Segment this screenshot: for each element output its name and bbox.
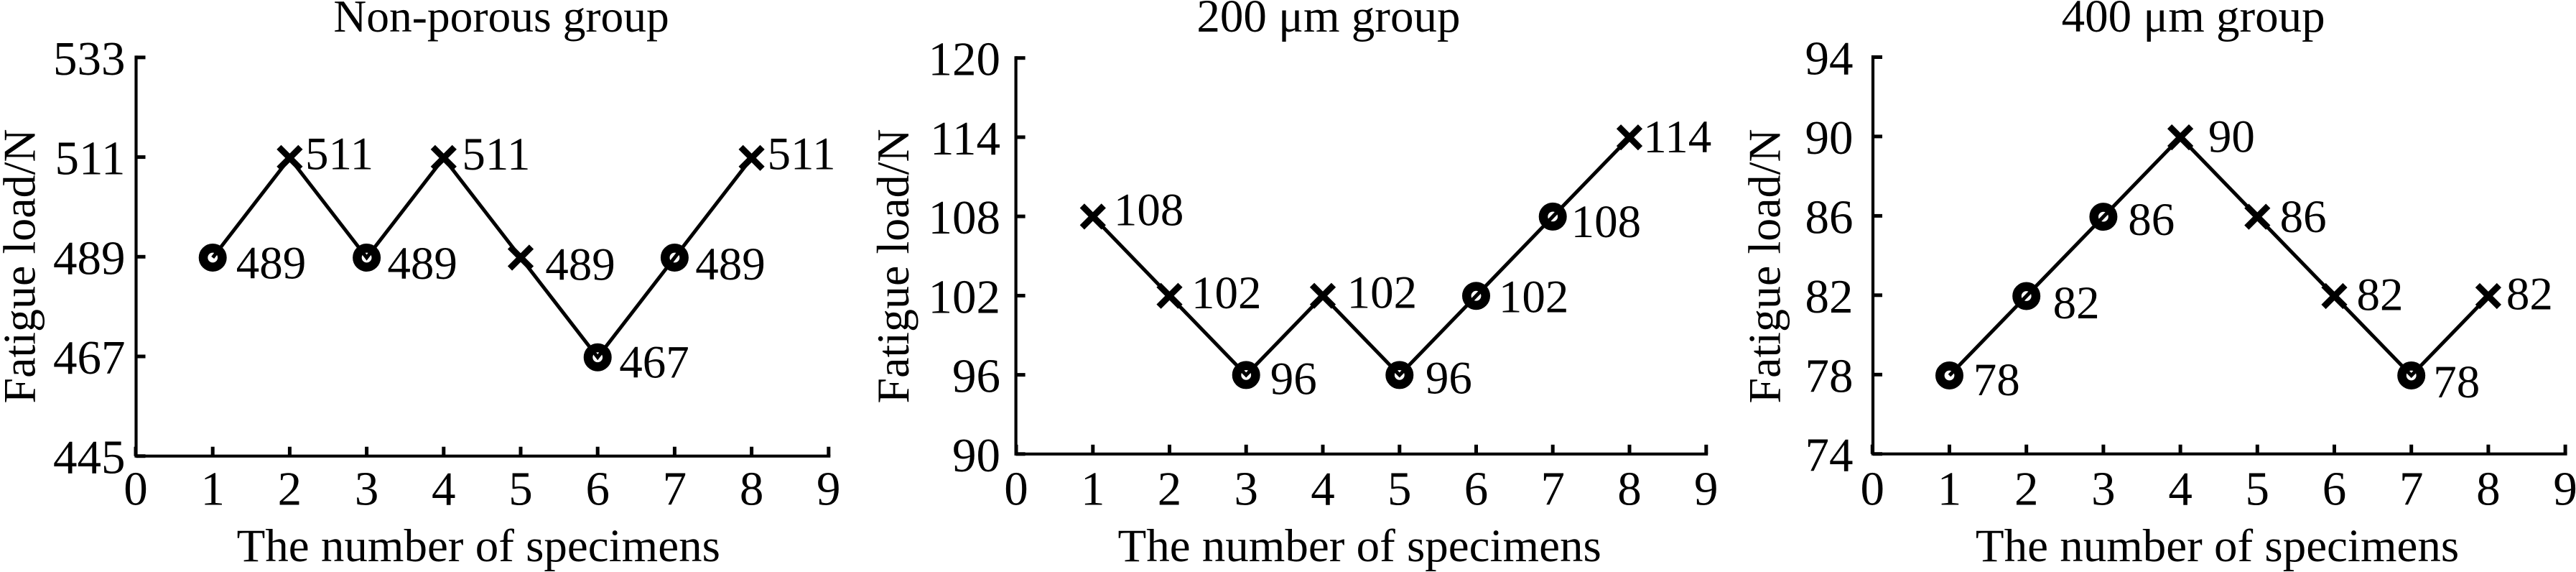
svg-text:1: 1 [1081,463,1105,516]
svg-text:8: 8 [740,463,764,516]
svg-text:2: 2 [1158,463,1182,516]
svg-text:78: 78 [2433,356,2480,408]
svg-text:511: 511 [55,132,125,185]
svg-text:82: 82 [1805,270,1854,323]
svg-text:5: 5 [508,463,533,516]
svg-text:90: 90 [2208,111,2255,162]
svg-text:9: 9 [1694,463,1719,516]
svg-text:8: 8 [1617,463,1642,516]
svg-text:Fatigue load/N: Fatigue load/N [1739,129,1790,403]
svg-text:102: 102 [1347,267,1418,318]
svg-text:467: 467 [619,337,689,389]
svg-text:0: 0 [1861,463,1885,516]
svg-text:96: 96 [1270,353,1317,405]
svg-text:96: 96 [1426,353,1472,405]
svg-text:82: 82 [2506,269,2553,320]
svg-text:9: 9 [817,463,841,516]
svg-text:Fatigue load/N: Fatigue load/N [0,129,45,403]
svg-text:7: 7 [2399,463,2424,516]
svg-text:445: 445 [53,431,126,484]
svg-text:7: 7 [1540,463,1565,516]
svg-text:Non-porous group: Non-porous group [333,0,669,42]
svg-text:489: 489 [236,237,307,289]
svg-text:78: 78 [1805,349,1854,402]
svg-text:9: 9 [2553,463,2576,516]
svg-text:114: 114 [930,112,1000,165]
svg-text:74: 74 [1805,429,1854,482]
svg-text:86: 86 [2280,191,2327,243]
svg-text:6: 6 [585,463,610,516]
svg-text:533: 533 [53,32,126,86]
svg-text:86: 86 [1805,190,1854,244]
svg-text:90: 90 [1805,111,1854,165]
svg-text:200 μm group: 200 μm group [1196,0,1460,42]
svg-text:The number of specimens: The number of specimens [237,520,720,572]
svg-text:489: 489 [387,238,457,290]
svg-text:3: 3 [2091,463,2116,516]
svg-text:489: 489 [53,231,126,285]
svg-text:78: 78 [1973,354,2020,406]
svg-text:102: 102 [1191,267,1262,319]
svg-text:4: 4 [432,463,456,516]
svg-text:102: 102 [929,270,1001,323]
svg-text:3: 3 [355,463,379,516]
svg-text:511: 511 [768,129,836,180]
svg-text:5: 5 [2246,463,2270,516]
svg-text:1: 1 [200,463,225,516]
svg-text:114: 114 [1643,111,1711,163]
svg-text:102: 102 [1499,272,1569,323]
svg-text:511: 511 [462,129,530,180]
svg-text:94: 94 [1805,32,1854,86]
svg-text:2: 2 [2014,463,2039,516]
svg-text:467: 467 [53,331,126,384]
svg-text:The number of specimens: The number of specimens [1118,520,1601,572]
svg-text:1: 1 [1938,463,1962,516]
svg-text:0: 0 [124,463,148,516]
svg-text:108: 108 [1114,184,1184,236]
svg-text:82: 82 [2053,277,2100,329]
svg-text:8: 8 [2476,463,2501,516]
svg-text:489: 489 [545,239,615,290]
svg-text:4: 4 [2168,463,2193,516]
svg-text:6: 6 [1464,463,1489,516]
svg-text:7: 7 [663,463,687,516]
svg-text:120: 120 [929,33,1001,86]
svg-text:489: 489 [695,239,765,290]
svg-text:6: 6 [2322,463,2347,516]
svg-text:400 μm group: 400 μm group [2062,0,2325,42]
svg-text:82: 82 [2357,269,2404,320]
svg-text:4: 4 [1311,463,1335,516]
svg-text:108: 108 [929,191,1001,244]
svg-text:108: 108 [1571,196,1642,248]
svg-text:Fatigue load/N: Fatigue load/N [868,129,919,403]
svg-text:2: 2 [278,463,302,516]
svg-text:The number of specimens: The number of specimens [1976,520,2459,572]
svg-text:96: 96 [952,350,1000,403]
svg-text:90: 90 [952,429,1000,482]
svg-text:86: 86 [2128,194,2175,246]
svg-text:5: 5 [1387,463,1412,516]
svg-text:511: 511 [305,129,373,180]
svg-text:0: 0 [1004,463,1028,516]
svg-text:3: 3 [1234,463,1258,516]
